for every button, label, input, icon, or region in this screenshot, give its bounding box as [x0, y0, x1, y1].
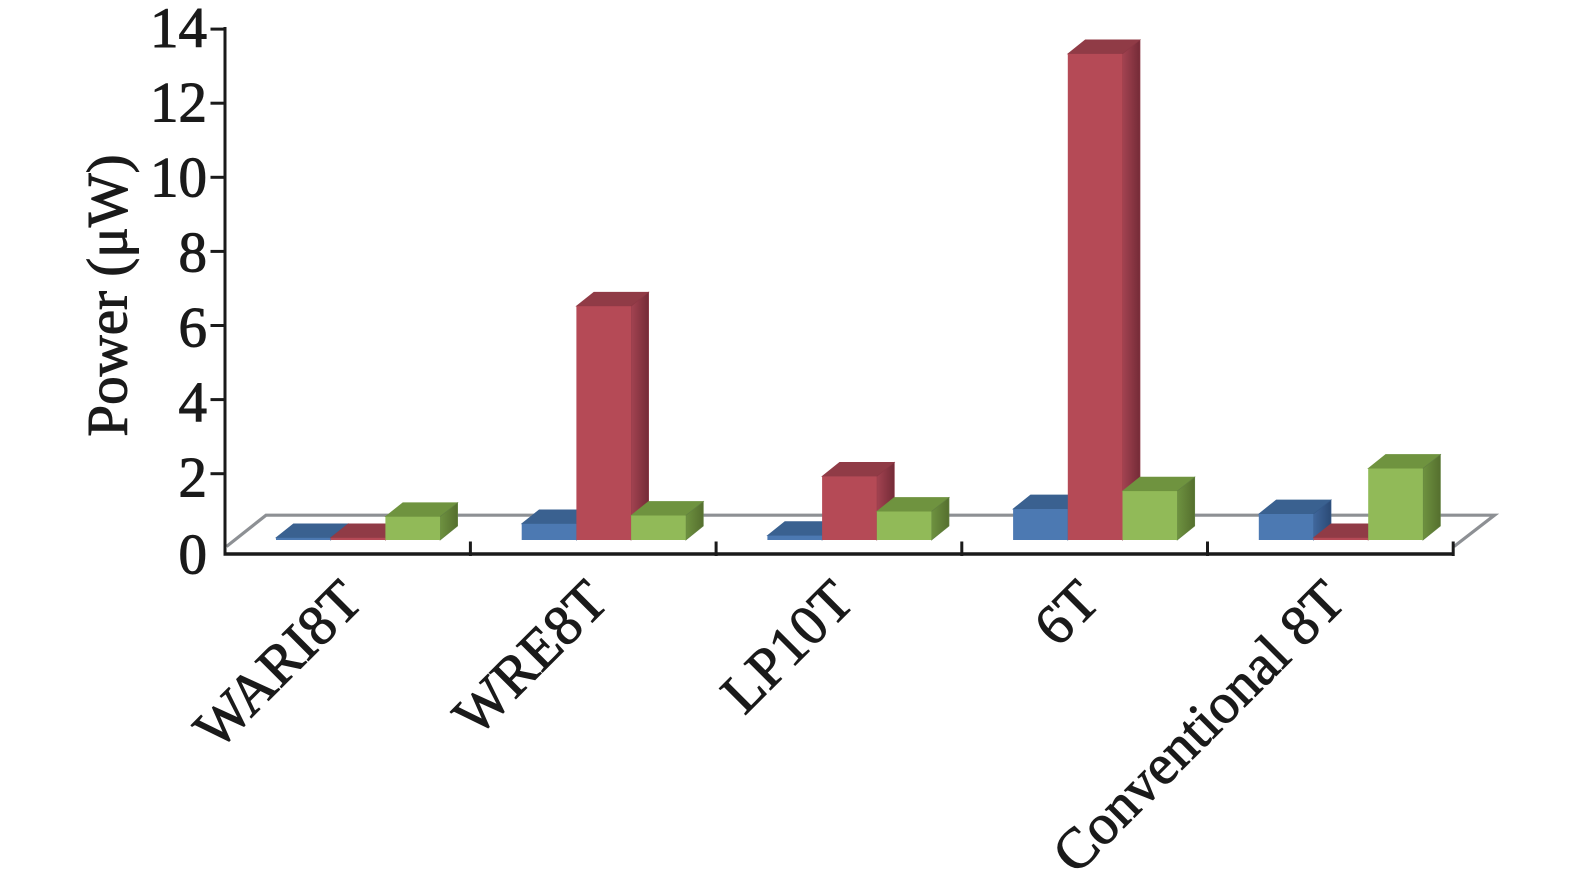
svg-text:6: 6	[179, 296, 208, 359]
svg-text:2: 2	[179, 447, 208, 510]
svg-text:8: 8	[179, 221, 208, 284]
svg-text:4: 4	[179, 371, 208, 434]
svg-text:10: 10	[150, 146, 207, 209]
svg-text:14: 14	[150, 0, 207, 60]
svg-text:0: 0	[179, 524, 208, 587]
svg-text:12: 12	[150, 72, 207, 135]
svg-text:Power (μW): Power (μW)	[77, 154, 140, 436]
